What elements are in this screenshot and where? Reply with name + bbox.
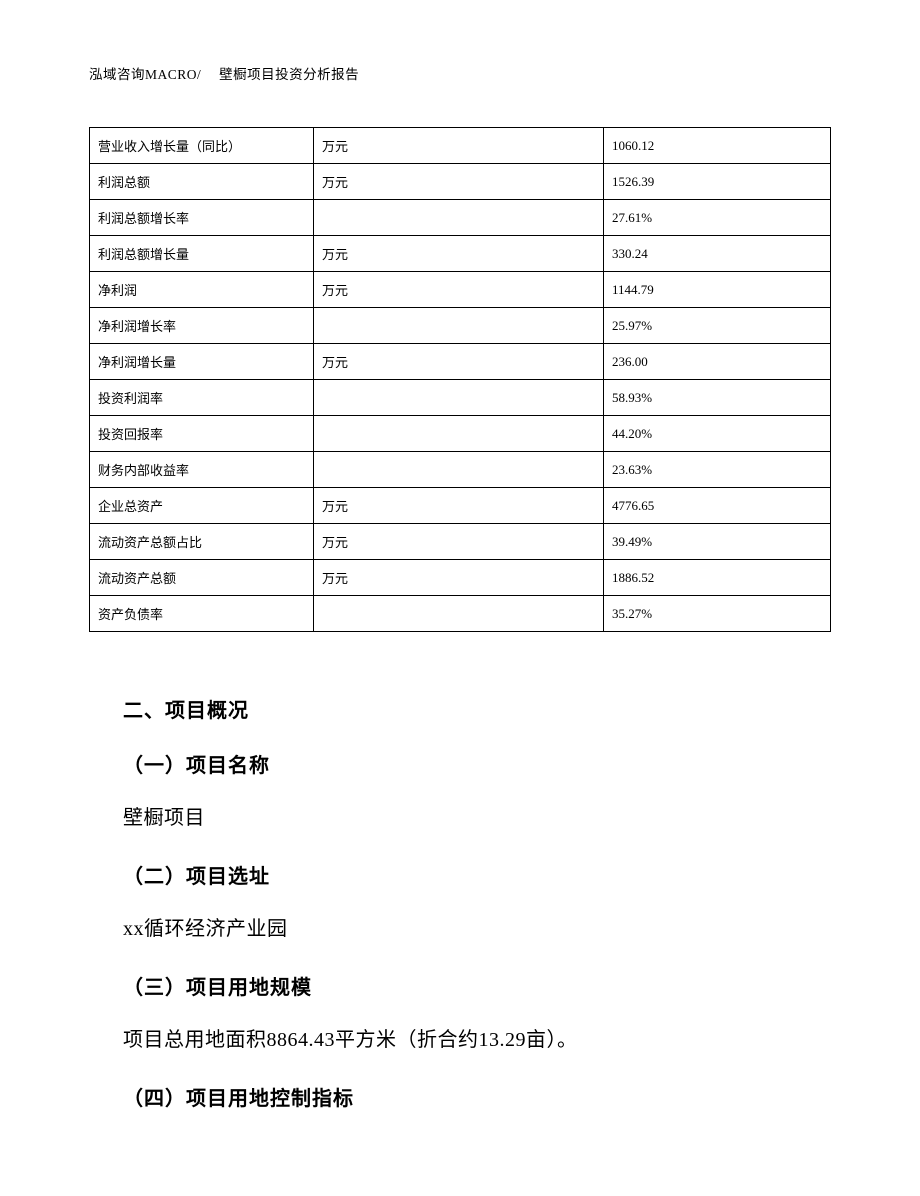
table-row: 利润总额增长量 万元 330.24 bbox=[90, 236, 831, 272]
cell-unit: 万元 bbox=[314, 164, 604, 200]
page-header: 泓域咨询MACRO/ 壁橱项目投资分析报告 bbox=[89, 63, 831, 83]
table-row: 财务内部收益率 23.63% bbox=[90, 452, 831, 488]
document-page: 泓域咨询MACRO/ 壁橱项目投资分析报告 营业收入增长量（同比） 万元 106… bbox=[0, 0, 920, 1196]
cell-label: 利润总额增长量 bbox=[90, 236, 314, 272]
cell-label: 流动资产总额 bbox=[90, 560, 314, 596]
table-row: 流动资产总额 万元 1886.52 bbox=[90, 560, 831, 596]
cell-value: 39.49% bbox=[604, 524, 831, 560]
cell-value: 4776.65 bbox=[604, 488, 831, 524]
body-paragraph: xx循环经济产业园 bbox=[123, 914, 831, 944]
subsection-heading: （四）项目用地控制指标 bbox=[123, 1082, 831, 1111]
cell-label: 利润总额 bbox=[90, 164, 314, 200]
cell-label: 流动资产总额占比 bbox=[90, 524, 314, 560]
section-title: 二、项目概况 bbox=[123, 694, 831, 723]
cell-label: 企业总资产 bbox=[90, 488, 314, 524]
table-row: 投资利润率 58.93% bbox=[90, 380, 831, 416]
body-paragraph: 壁橱项目 bbox=[123, 803, 831, 833]
cell-unit bbox=[314, 200, 604, 236]
document-body: 二、项目概况 （一）项目名称 壁橱项目 （二）项目选址 xx循环经济产业园 （三… bbox=[89, 694, 831, 1111]
cell-unit: 万元 bbox=[314, 344, 604, 380]
cell-label: 净利润增长率 bbox=[90, 308, 314, 344]
cell-unit: 万元 bbox=[314, 128, 604, 164]
table-row: 流动资产总额占比 万元 39.49% bbox=[90, 524, 831, 560]
cell-value: 1526.39 bbox=[604, 164, 831, 200]
cell-value: 27.61% bbox=[604, 200, 831, 236]
cell-label: 净利润增长量 bbox=[90, 344, 314, 380]
cell-unit bbox=[314, 452, 604, 488]
cell-unit bbox=[314, 416, 604, 452]
cell-label: 财务内部收益率 bbox=[90, 452, 314, 488]
subsection-heading: （三）项目用地规模 bbox=[123, 971, 831, 1000]
cell-label: 投资回报率 bbox=[90, 416, 314, 452]
cell-label: 利润总额增长率 bbox=[90, 200, 314, 236]
cell-label: 资产负债率 bbox=[90, 596, 314, 632]
cell-unit: 万元 bbox=[314, 560, 604, 596]
table-row: 营业收入增长量（同比） 万元 1060.12 bbox=[90, 128, 831, 164]
cell-value: 44.20% bbox=[604, 416, 831, 452]
cell-value: 1060.12 bbox=[604, 128, 831, 164]
cell-label: 投资利润率 bbox=[90, 380, 314, 416]
cell-value: 1886.52 bbox=[604, 560, 831, 596]
cell-unit: 万元 bbox=[314, 236, 604, 272]
cell-value: 25.97% bbox=[604, 308, 831, 344]
cell-unit bbox=[314, 308, 604, 344]
table-row: 利润总额增长率 27.61% bbox=[90, 200, 831, 236]
table-row: 投资回报率 44.20% bbox=[90, 416, 831, 452]
cell-unit bbox=[314, 596, 604, 632]
cell-value: 236.00 bbox=[604, 344, 831, 380]
table-row: 企业总资产 万元 4776.65 bbox=[90, 488, 831, 524]
cell-value: 35.27% bbox=[604, 596, 831, 632]
table-row: 净利润增长率 25.97% bbox=[90, 308, 831, 344]
cell-value: 1144.79 bbox=[604, 272, 831, 308]
cell-label: 净利润 bbox=[90, 272, 314, 308]
cell-value: 330.24 bbox=[604, 236, 831, 272]
cell-label: 营业收入增长量（同比） bbox=[90, 128, 314, 164]
table-row: 利润总额 万元 1526.39 bbox=[90, 164, 831, 200]
cell-value: 23.63% bbox=[604, 452, 831, 488]
body-paragraph: 项目总用地面积8864.43平方米（折合约13.29亩）。 bbox=[123, 1025, 831, 1055]
table-row: 净利润增长量 万元 236.00 bbox=[90, 344, 831, 380]
subsection-heading: （一）项目名称 bbox=[123, 749, 831, 778]
cell-value: 58.93% bbox=[604, 380, 831, 416]
financial-table: 营业收入增长量（同比） 万元 1060.12 利润总额 万元 1526.39 利… bbox=[89, 127, 831, 632]
cell-unit: 万元 bbox=[314, 272, 604, 308]
table-body: 营业收入增长量（同比） 万元 1060.12 利润总额 万元 1526.39 利… bbox=[90, 128, 831, 632]
table-row: 净利润 万元 1144.79 bbox=[90, 272, 831, 308]
subsection-heading: （二）项目选址 bbox=[123, 860, 831, 889]
table-row: 资产负债率 35.27% bbox=[90, 596, 831, 632]
cell-unit: 万元 bbox=[314, 488, 604, 524]
cell-unit: 万元 bbox=[314, 524, 604, 560]
cell-unit bbox=[314, 380, 604, 416]
